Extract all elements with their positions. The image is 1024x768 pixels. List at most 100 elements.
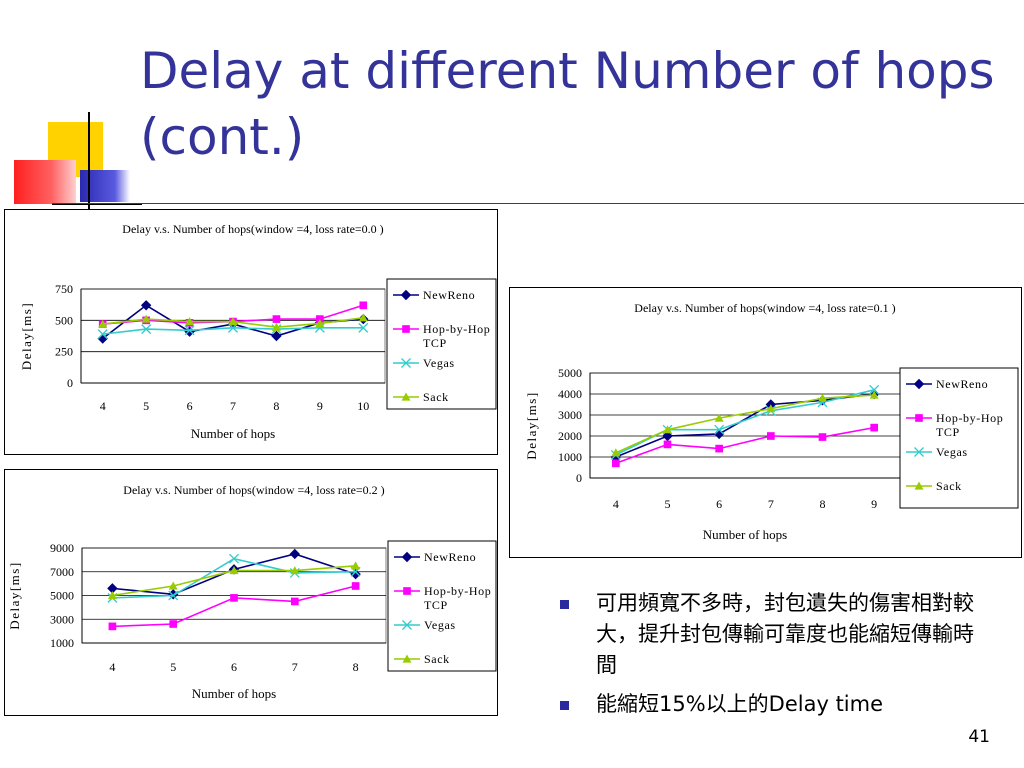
legend-label-line: Hop-by-Hop (424, 584, 491, 598)
chart-loss-rate-0-2: Delay v.s. Number of hops(window =4, los… (4, 469, 498, 716)
data-point-vegas (97, 329, 108, 340)
series-hop-by-hop-tcp (108, 582, 360, 631)
decorative-red-square (14, 160, 76, 204)
chart-title: Delay v.s. Number of hops(window =4, los… (123, 483, 384, 497)
y-axis-label: Delay[ms] (7, 561, 22, 629)
series-sack (611, 390, 879, 457)
data-point-sack (351, 561, 361, 570)
data-point-sack (141, 314, 151, 323)
x-axis-label: Number of hops (191, 426, 276, 441)
bullet-item: 能縮短15%以上的Delay time (560, 689, 980, 720)
square-bullet-icon (560, 701, 569, 710)
data-point-vegas (229, 553, 239, 564)
y-tick-label: 500 (55, 313, 73, 327)
y-tick-label: 1000 (558, 450, 582, 464)
chart-svg: Delay v.s. Number of hops(window =4, los… (7, 483, 497, 701)
legend-marker-vegas (401, 358, 411, 368)
series-hop-by-hop-tcp (612, 423, 878, 468)
x-tick-label: 6 (187, 399, 193, 413)
legend-label-sack: Sack (423, 390, 449, 404)
chart-legend: NewReno Hop-by-Hop TCP Vegas Sack (899, 367, 1019, 509)
legend-label-hop-by-hop-tcp: Hop-by-Hop TCP (423, 322, 490, 350)
data-point-sack (271, 322, 281, 331)
x-tick-label: 5 (143, 399, 149, 413)
y-tick-label: 7000 (50, 565, 74, 579)
data-point-sack (714, 413, 724, 422)
x-tick-label: 4 (109, 660, 115, 674)
data-point-hop-by-hop-tcp (715, 444, 723, 453)
data-point-sack (766, 404, 776, 413)
x-tick-label: 7 (768, 497, 774, 511)
bullet-text: 能縮短15%以上的Delay time (596, 692, 884, 716)
data-point-hop-by-hop-tcp (230, 594, 238, 602)
y-tick-label: 5000 (558, 366, 582, 380)
legend-marker-sack (402, 654, 412, 663)
data-point-hop-by-hop-tcp (767, 432, 775, 440)
data-point-hop-by-hop-tcp (272, 315, 281, 323)
legend-marker-hop-by-hop-tcp (915, 414, 923, 422)
y-tick-label: 750 (55, 282, 73, 296)
chart-title: Delay v.s. Number of hops(window =4, los… (122, 222, 383, 236)
legend-label-line: Hop-by-Hop (936, 411, 1003, 425)
chart-loss-rate-0-1: Delay v.s. Number of hops(window =4, los… (509, 287, 1022, 558)
data-point-vegas (358, 322, 369, 333)
legend-label-vegas: Vegas (936, 445, 968, 459)
chart-svg: Delay v.s. Number of hops(window =4, los… (524, 301, 1019, 542)
y-tick-label: 3000 (558, 408, 582, 422)
legend-label-sack: Sack (424, 652, 450, 666)
square-bullet-icon (560, 600, 569, 609)
title-underline (52, 203, 1024, 204)
legend-label-hop-by-hop-tcp: Hop-by-Hop TCP (936, 411, 1003, 439)
data-point-sack (290, 566, 300, 575)
x-axis-label: Number of hops (192, 686, 277, 701)
bullet-list: 可用頻寬不多時，封包遺失的傷害相對較大，提升封包傳輸可靠度也能縮短傳輸時間 能縮… (560, 588, 980, 728)
x-tick-label: 8 (273, 399, 279, 413)
x-tick-label: 8 (820, 497, 826, 511)
series-sack (98, 313, 368, 331)
bullet-item: 可用頻寬不多時，封包遺失的傷害相對較大，提升封包傳輸可靠度也能縮短傳輸時間 (560, 588, 980, 681)
data-point-vegas (869, 384, 880, 395)
x-tick-label: 4 (613, 497, 619, 511)
data-point-hop-by-hop-tcp (818, 433, 827, 441)
data-point-sack (663, 425, 672, 434)
data-point-sack (168, 581, 178, 590)
data-point-vegas (714, 424, 725, 435)
data-point-vegas (184, 325, 195, 336)
x-tick-label: 8 (353, 660, 359, 674)
legend-marker-hop-by-hop-tcp (403, 587, 411, 595)
legend-label-newreno: NewReno (424, 550, 476, 564)
y-axis-label: Delay[ms] (19, 302, 34, 370)
data-point-sack (228, 317, 238, 326)
y-tick-label: 9000 (50, 541, 74, 555)
legend-label-line: TCP (424, 598, 448, 612)
legend-label-hop-by-hop-tcp: Hop-by-Hop TCP (424, 584, 491, 612)
y-axis-label: Delay[ms] (524, 391, 539, 459)
x-tick-label: 7 (292, 660, 298, 674)
series-line-sack (615, 394, 875, 454)
series-line-newreno (615, 393, 875, 458)
y-tick-label: 4000 (558, 387, 582, 401)
series-sack (107, 561, 361, 600)
chart-loss-rate-0-0: Delay v.s. Number of hops(window =4, los… (4, 209, 498, 455)
legend-marker-newreno (913, 378, 925, 390)
data-point-sack (185, 317, 195, 326)
data-point-hop-by-hop-tcp (169, 620, 178, 628)
y-tick-label: 2000 (558, 429, 582, 443)
data-point-newreno (271, 330, 282, 342)
data-point-vegas (141, 324, 152, 335)
data-point-newreno (140, 300, 152, 311)
x-tick-label: 10 (357, 399, 369, 413)
data-point-newreno (289, 548, 301, 560)
x-tick-label: 5 (665, 497, 671, 511)
legend-label-newreno: NewReno (423, 288, 475, 302)
legend-label-newreno: NewReno (936, 377, 988, 391)
plot-area (80, 288, 386, 384)
chart-svg: Delay v.s. Number of hops(window =4, los… (19, 222, 497, 441)
legend-box (387, 540, 497, 672)
legend-label-sack: Sack (936, 479, 962, 493)
legend-marker-vegas (402, 620, 412, 630)
y-tick-label: 0 (576, 471, 582, 485)
slide-title: Delay at different Number of hops (cont.… (140, 42, 995, 166)
legend-box (386, 278, 497, 410)
plot-area (589, 372, 901, 479)
